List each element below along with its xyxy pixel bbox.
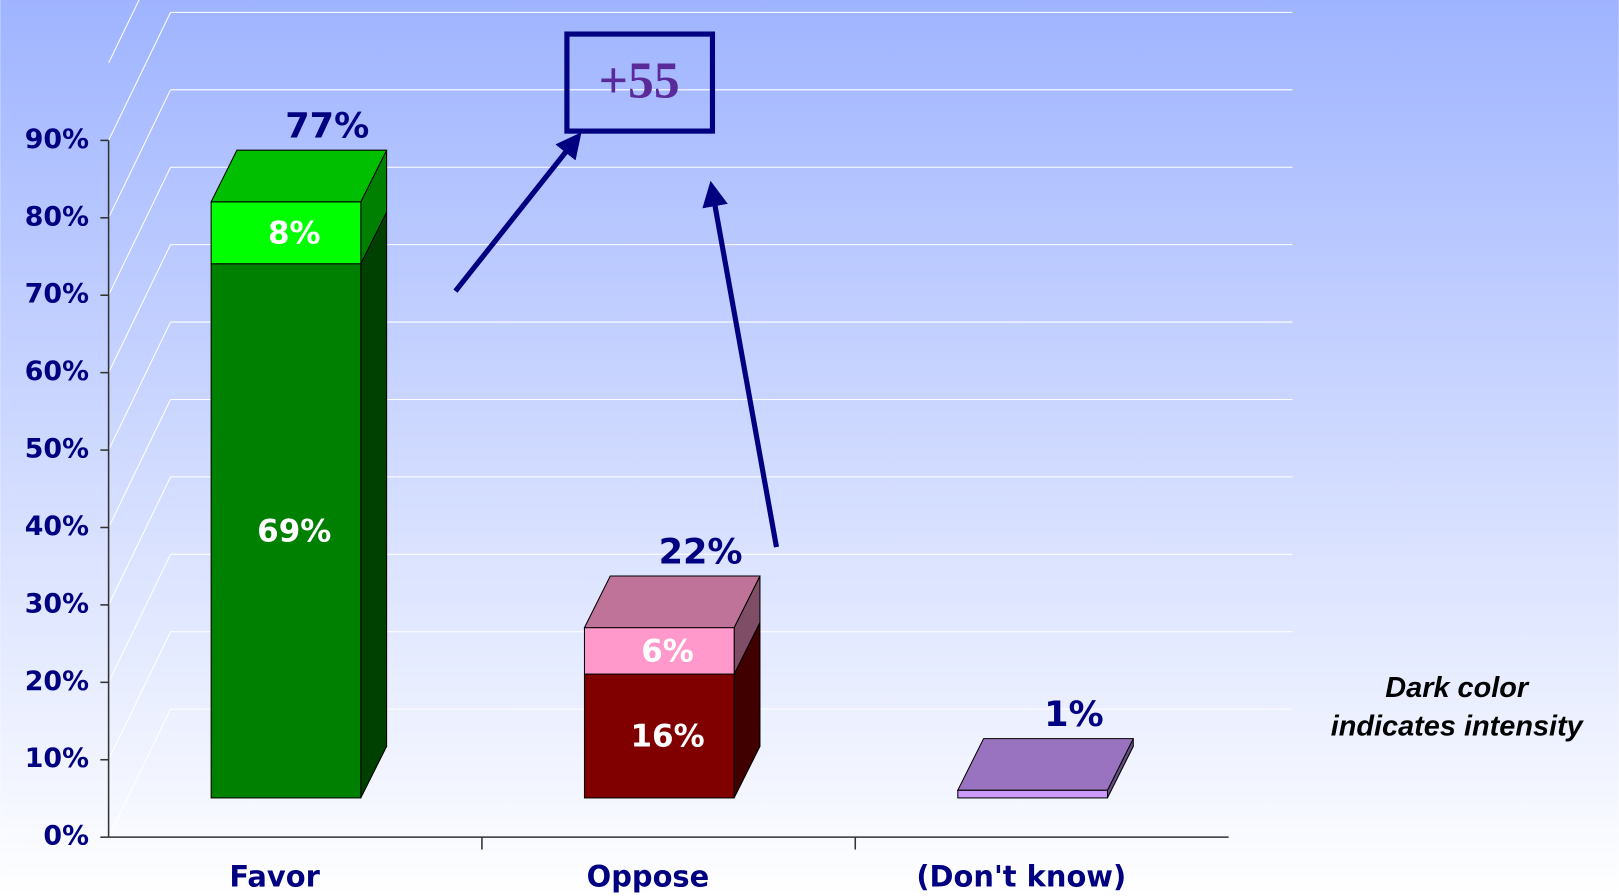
total-label: 1%: [1044, 694, 1104, 735]
value-label: 69%: [257, 513, 331, 549]
grid-line: [108, 631, 171, 760]
grid-line: [108, 0, 140, 64]
y-tick-label: 20%: [25, 666, 89, 697]
y-tick-label: 30%: [25, 588, 89, 619]
bar-top: [210, 149, 388, 203]
y-tick-label: 40%: [25, 511, 89, 542]
grid-line: [108, 89, 171, 219]
bar: [957, 789, 1108, 799]
grid-line: [108, 399, 171, 528]
x-tick-label: Oppose: [587, 859, 710, 893]
bar-top: [956, 738, 1135, 791]
grid-line: [108, 167, 171, 296]
grid-line: [108, 708, 171, 838]
bar: [583, 673, 735, 799]
y-tick-label: 0%: [43, 821, 89, 852]
y-tick-label: 90%: [25, 124, 89, 155]
value-label: 8%: [268, 215, 321, 251]
grid-line: [108, 476, 171, 606]
note: Dark color: [1385, 672, 1530, 704]
x-tick-label: Favor: [229, 859, 320, 893]
bar: [210, 263, 362, 799]
arrow: [453, 132, 582, 293]
y-tick-label: 60%: [25, 356, 89, 387]
arrow: [702, 180, 780, 548]
grid-line: [108, 244, 171, 373]
value-label: 6%: [641, 633, 694, 669]
bar-top: [583, 575, 761, 629]
value-label: 16%: [631, 719, 705, 755]
bar: [210, 201, 362, 265]
y-tick-label: 70%: [25, 279, 89, 310]
y-tick-label: 50%: [25, 434, 89, 465]
grid-line: [108, 554, 171, 683]
note: indicates intensity: [1331, 710, 1585, 742]
annotation-box: [564, 31, 716, 134]
grid-line: [108, 321, 171, 451]
grid-line: [108, 12, 171, 141]
x-tick-label: (Don't know): [916, 859, 1126, 893]
total-label: 77%: [285, 105, 369, 146]
bar-side: [360, 211, 388, 799]
total-label: 22%: [659, 531, 743, 572]
y-tick-label: 10%: [25, 743, 89, 774]
bar: [583, 627, 735, 675]
y-tick-label: 80%: [25, 201, 89, 232]
annotation: +55: [599, 53, 680, 110]
